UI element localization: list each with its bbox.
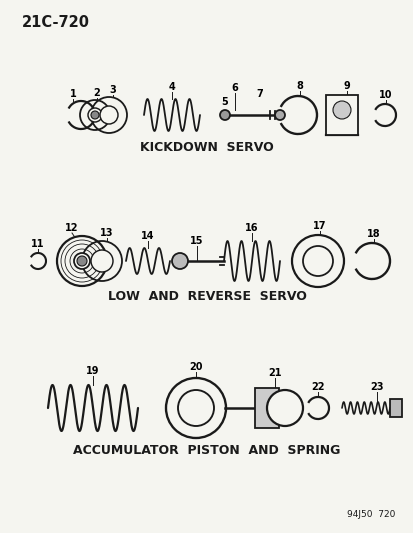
Text: 8: 8 — [296, 81, 303, 91]
Bar — [389, 399, 401, 417]
Text: 14: 14 — [141, 231, 154, 241]
Circle shape — [74, 253, 90, 269]
Text: 16: 16 — [244, 223, 258, 233]
Circle shape — [178, 390, 214, 426]
Circle shape — [332, 101, 350, 119]
Circle shape — [171, 253, 188, 269]
Circle shape — [219, 110, 230, 120]
Circle shape — [91, 250, 113, 272]
Text: 2: 2 — [93, 88, 100, 98]
Bar — [254, 388, 278, 428]
Text: 9: 9 — [343, 81, 349, 91]
Circle shape — [88, 108, 102, 122]
Text: 13: 13 — [100, 228, 114, 238]
Bar — [325, 95, 357, 135]
Text: 22: 22 — [311, 382, 324, 392]
Text: 20: 20 — [189, 362, 202, 372]
Circle shape — [100, 106, 118, 124]
Text: 19: 19 — [86, 366, 100, 376]
Circle shape — [91, 111, 99, 119]
Text: 21C-720: 21C-720 — [22, 15, 90, 30]
Circle shape — [302, 246, 332, 276]
Text: ACCUMULATOR  PISTON  AND  SPRING: ACCUMULATOR PISTON AND SPRING — [73, 445, 340, 457]
Text: 17: 17 — [313, 221, 326, 231]
Text: 11: 11 — [31, 239, 45, 249]
Text: 12: 12 — [65, 223, 78, 233]
Circle shape — [274, 110, 284, 120]
Circle shape — [77, 256, 87, 266]
Text: LOW  AND  REVERSE  SERVO: LOW AND REVERSE SERVO — [107, 289, 306, 303]
Text: 5: 5 — [221, 97, 228, 107]
Text: 94J50  720: 94J50 720 — [346, 510, 394, 519]
Text: 23: 23 — [369, 382, 383, 392]
Circle shape — [266, 390, 302, 426]
Text: 21: 21 — [268, 368, 281, 378]
Text: 18: 18 — [366, 229, 380, 239]
Text: 10: 10 — [378, 90, 392, 100]
Text: 6: 6 — [231, 83, 238, 93]
Text: 15: 15 — [190, 236, 203, 246]
Text: 1: 1 — [69, 89, 76, 99]
Text: KICKDOWN  SERVO: KICKDOWN SERVO — [140, 141, 273, 154]
Text: 3: 3 — [109, 85, 116, 95]
Text: 7: 7 — [256, 89, 263, 99]
Text: 4: 4 — [168, 82, 175, 92]
